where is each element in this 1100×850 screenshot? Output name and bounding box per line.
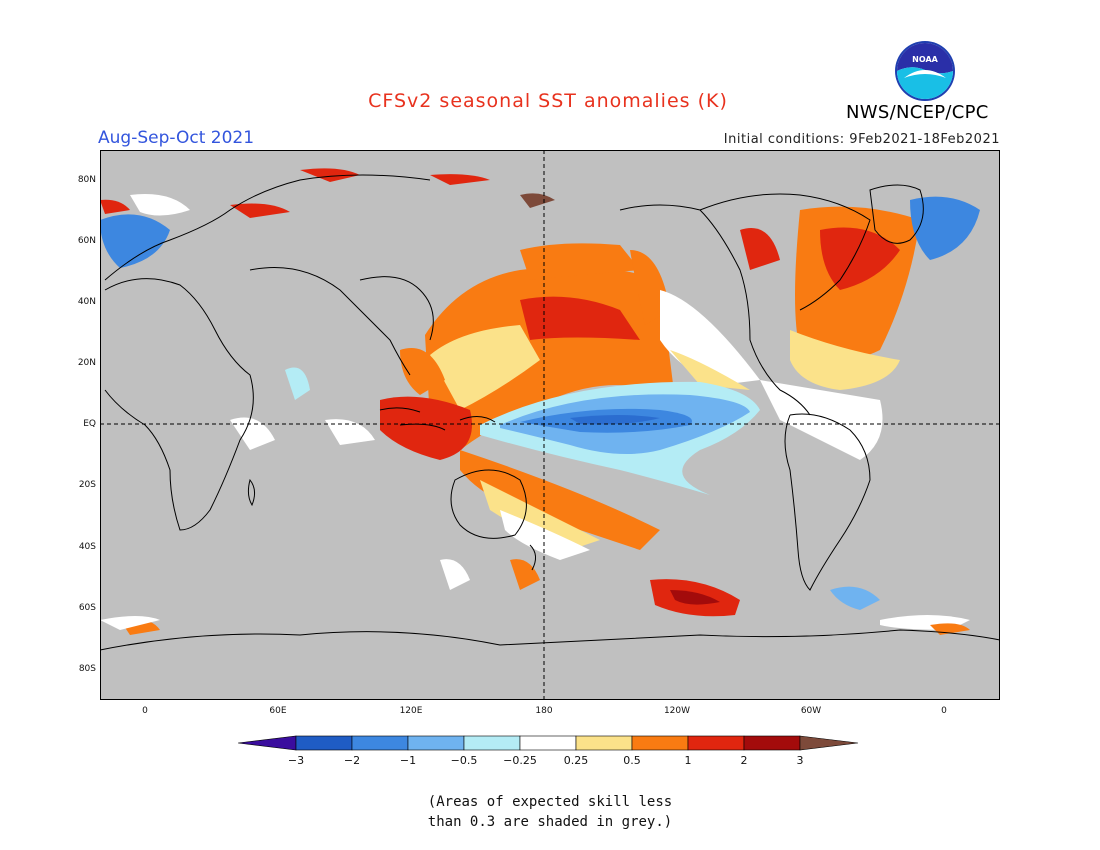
- colorbar-swatch: [407, 735, 465, 751]
- colorbar-tick-label: 2: [741, 754, 748, 767]
- lat-label: 60N: [77, 236, 96, 246]
- colorbar-tick-label: 0.25: [564, 754, 589, 767]
- lat-label: 40N: [77, 297, 96, 307]
- lon-label: 0: [941, 706, 947, 716]
- colorbar-tick-label: −0.5: [451, 754, 478, 767]
- logo-text: NOAA: [912, 55, 938, 64]
- colorbar-arrow-low: [238, 735, 297, 751]
- lat-label: 20S: [78, 480, 96, 490]
- colorbar-tick-label: −1: [400, 754, 416, 767]
- lon-label: 60W: [800, 706, 822, 716]
- colorbar-labels: −3 −2 −1 −0.5 −0.25 0.25 0.5 1 2 3: [288, 754, 804, 767]
- colorbar-tick-label: 3: [797, 754, 804, 767]
- colorbar: −3 −2 −1 −0.5 −0.25 0.25 0.5 1 2 3: [238, 735, 859, 767]
- lon-label: 120W: [663, 706, 691, 716]
- colorbar-swatch: [743, 735, 801, 751]
- colorbar-swatches: [238, 735, 859, 751]
- lon-label: 0: [142, 706, 148, 716]
- colorbar-swatch: [687, 735, 745, 751]
- lat-label: 80S: [78, 664, 96, 674]
- lon-label: 60E: [269, 706, 287, 716]
- colorbar-tick-label: −2: [344, 754, 360, 767]
- season-label: Aug-Sep-Oct 2021: [98, 128, 255, 148]
- colorbar-swatch: [351, 735, 409, 751]
- colorbar-tick-label: 1: [685, 754, 692, 767]
- colorbar-arrow-high: [799, 735, 859, 751]
- organization-label: NWS/NCEP/CPC: [846, 102, 989, 123]
- footnote-line-2: than 0.3 are shaded in grey.): [427, 814, 673, 830]
- initial-conditions-label: Initial conditions: 9Feb2021-18Feb2021: [723, 132, 1000, 147]
- lat-label: 40S: [78, 542, 96, 552]
- lon-label: 120E: [399, 706, 423, 716]
- lat-label: 80N: [77, 175, 96, 185]
- lat-label: 60S: [78, 603, 96, 613]
- sst-anomaly-map: [100, 150, 1000, 700]
- map-title-text: CFSv2 seasonal SST anomalies (K): [368, 90, 728, 112]
- coastlines: [100, 174, 1000, 651]
- colorbar-swatch: [631, 735, 689, 751]
- map-title: CFSv2 seasonal SST anomalies (K): [0, 90, 1100, 112]
- colorbar-swatch: [295, 735, 353, 751]
- colorbar-swatch: [463, 735, 521, 751]
- colorbar-tick-label: −0.25: [503, 754, 537, 767]
- colorbar-tick-label: 0.5: [623, 754, 641, 767]
- colorbar-tick-label: −3: [288, 754, 304, 767]
- lon-label: 180: [535, 706, 553, 716]
- lat-label: EQ: [83, 419, 96, 429]
- colorbar-swatch: [575, 735, 633, 751]
- lat-label: 20N: [77, 358, 96, 368]
- colorbar-swatch: [519, 735, 577, 751]
- anomaly-shading: [100, 168, 980, 635]
- noaa-logo: NOAA: [895, 41, 955, 101]
- skill-footnote: (Areas of expected skill less than 0.3 a…: [0, 792, 1100, 832]
- footnote-line-1: (Areas of expected skill less: [427, 794, 673, 810]
